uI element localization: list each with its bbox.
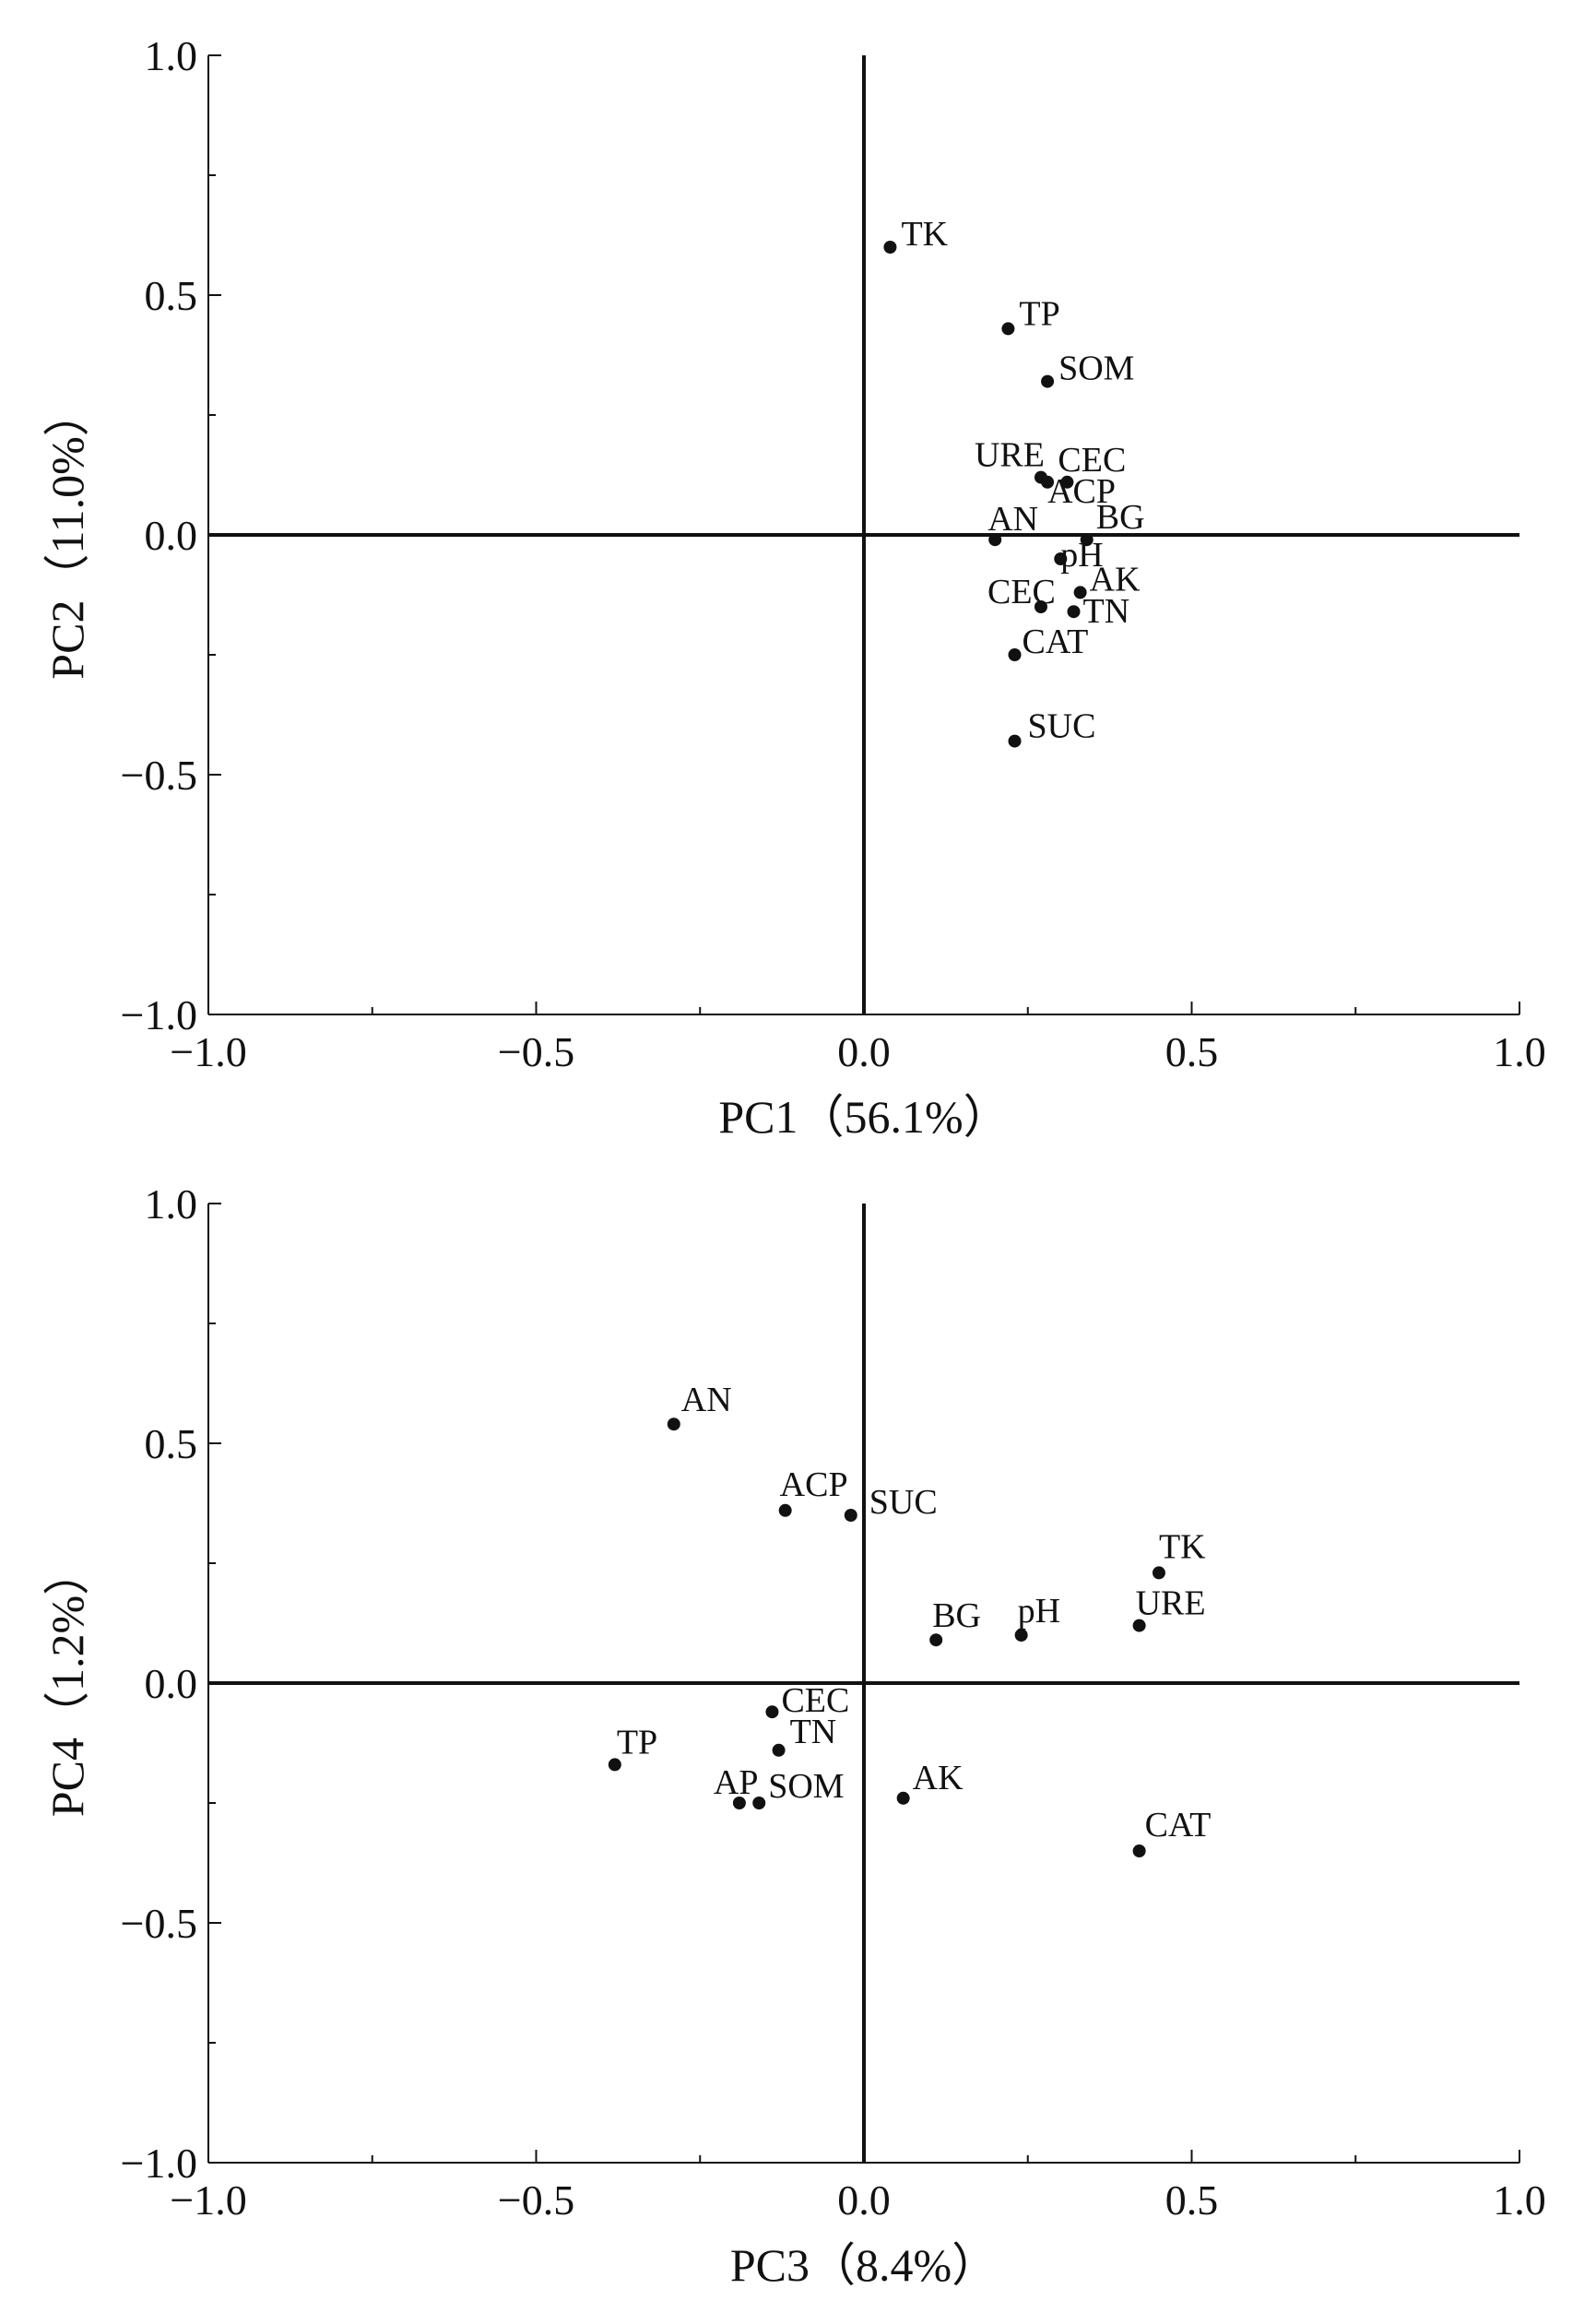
- y-tick-label: 0.0: [145, 512, 198, 559]
- data-point-an: [667, 1417, 680, 1431]
- data-label-an: AN: [681, 1381, 732, 1419]
- y-tick-label: 0.0: [145, 1660, 198, 1707]
- data-point-ak: [1073, 586, 1087, 599]
- data-label-bg: BG: [932, 1596, 981, 1635]
- data-label-tp: TP: [1019, 294, 1059, 333]
- x-tick-label: −0.5: [498, 2176, 574, 2224]
- chart-panel-2: −1.0−1.0 −0.5 −0.5 0.0 0.0 0.5 0.5 1.0 1.0 PC3（8.…: [41, 1180, 1546, 2291]
- data-label-ph: pH: [1060, 536, 1103, 575]
- data-point-ure: [1132, 1619, 1146, 1632]
- data-label-suc: SUC: [869, 1483, 938, 1522]
- data-label-cec: CEC: [781, 1681, 849, 1720]
- data-point-tp: [608, 1758, 621, 1772]
- data-label-tk: TK: [1159, 1527, 1206, 1566]
- data-label-tp: TP: [617, 1723, 657, 1761]
- data-point-tp: [1001, 322, 1015, 336]
- data-point-bg: [929, 1633, 943, 1647]
- data-point-suc: [844, 1509, 857, 1522]
- data-point-ak: [896, 1791, 910, 1805]
- data-label-cat: CAT: [1145, 1806, 1212, 1844]
- data-point-tn: [1067, 605, 1081, 619]
- x-tick-label: 0.0: [837, 1028, 891, 1075]
- data-label-ak: AK: [1090, 560, 1141, 599]
- data-label-suc: SUC: [1028, 707, 1096, 746]
- x-axis-title: PC3（8.4%）: [730, 2239, 998, 2291]
- data-point-cat: [1008, 648, 1022, 661]
- x-tick-label: −1.0: [170, 2176, 246, 2224]
- data-label-som: SOM: [768, 1767, 844, 1806]
- y-axis-title: PC2（11.0%）: [41, 390, 93, 679]
- x-tick-label: 0.5: [1165, 2176, 1219, 2224]
- x-tick-label: −1.0: [170, 1028, 246, 1075]
- data-label-acp: ACP: [780, 1465, 848, 1504]
- data-point-som: [752, 1797, 766, 1809]
- y-tick-label: −1.0: [121, 991, 197, 1038]
- chart-panel-1: −1.0−1.0 −0.5 −0.5 0.0 0.0 0.5 0.5 1.0 1.0 PC1（56…: [41, 32, 1546, 1143]
- data-label-ap: AP: [714, 1763, 759, 1802]
- data-point-som: [1041, 374, 1055, 388]
- data-point-cec: [765, 1705, 779, 1719]
- data-label-acp: ACP: [1047, 472, 1116, 511]
- data-point-cec: [1034, 600, 1047, 613]
- data-label-bg: BG: [1096, 498, 1145, 537]
- data-label-som: SOM: [1058, 350, 1134, 388]
- y-tick-label: 1.0: [145, 32, 198, 79]
- data-point-tn: [772, 1743, 786, 1757]
- x-tick-label: −0.5: [498, 1028, 574, 1075]
- data-label-ph: pH: [1018, 1592, 1060, 1631]
- data-point-cat: [1132, 1844, 1146, 1857]
- data-point-ph: [1014, 1629, 1028, 1642]
- x-tick-label: 0.0: [837, 2176, 891, 2224]
- data-label-tn: TN: [1083, 592, 1130, 631]
- data-point-acp: [1041, 475, 1055, 489]
- y-tick-label: 1.0: [145, 1180, 198, 1228]
- data-point-an: [988, 533, 1002, 547]
- data-label-tk: TK: [901, 215, 948, 254]
- data-label-cat: CAT: [1023, 623, 1089, 661]
- data-label-ure: URE: [1136, 1584, 1206, 1623]
- data-label-ure: URE: [975, 436, 1045, 475]
- data-label-cec: CEC: [1058, 441, 1126, 480]
- y-tick-label: −0.5: [121, 1900, 197, 1947]
- data-label-tn: TN: [790, 1713, 837, 1751]
- x-tick-label: 0.5: [1165, 1028, 1219, 1075]
- data-point-bg: [1080, 533, 1094, 547]
- x-tick-label: 1.0: [1493, 2176, 1546, 2224]
- x-axis-title: PC1（56.1%）: [718, 1091, 1009, 1143]
- data-point-suc: [1008, 734, 1022, 748]
- data-point-acp: [778, 1503, 792, 1517]
- data-point-tk: [1152, 1566, 1165, 1580]
- y-tick-label: −1.0: [121, 2140, 197, 2187]
- y-tick-label: 0.5: [145, 272, 198, 319]
- data-point-tk: [883, 241, 897, 254]
- data-label-cec: CEC: [987, 573, 1056, 611]
- y-tick-label: 0.5: [145, 1420, 198, 1467]
- data-point-cec: [1060, 475, 1074, 489]
- data-label-an: AN: [987, 500, 1038, 539]
- data-label-ak: AK: [913, 1759, 964, 1797]
- data-point-ph: [1054, 552, 1068, 565]
- data-point-ap: [732, 1797, 746, 1809]
- y-axis-title: PC4（1.2%）: [41, 1549, 93, 1817]
- x-tick-label: 1.0: [1493, 1028, 1546, 1075]
- y-tick-label: −0.5: [121, 752, 197, 799]
